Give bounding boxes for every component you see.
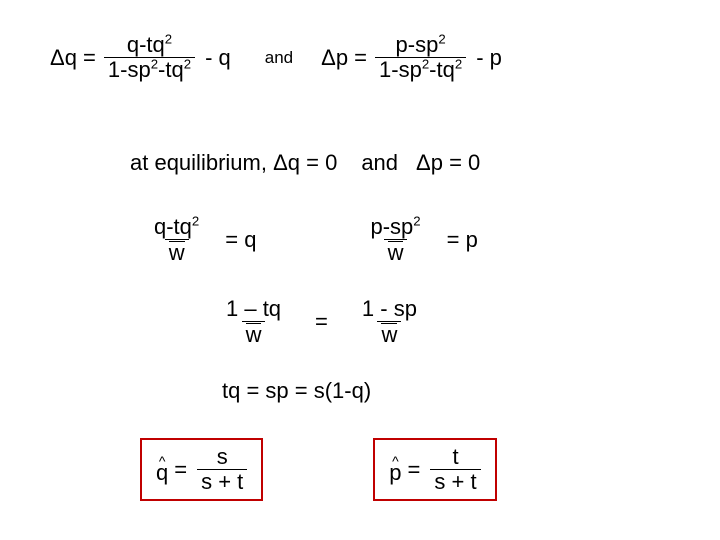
result-box-p: ^ p = t s + t [373,438,496,501]
fraction-dp: p-sp2 1-sp2-tq2 [375,34,466,81]
equilibrium-dp: Δp = 0 [416,150,480,176]
q-hat: ^ q [156,459,168,480]
equilibrium-dq: at equilibrium, Δq = 0 [130,150,337,176]
delta-q-equals: Δq = [50,45,96,71]
equation-line-5: tq = sp = s(1-q) [222,378,371,404]
result-box-q: ^ q = s s + t [140,438,263,501]
minus-p: - p [476,45,502,71]
w-bar-3: w [246,323,262,345]
equation-line-4: 1 – tq w = 1 - sp w [222,298,421,346]
p-hat: ^ p [389,459,401,480]
equals-q: = q [225,227,256,253]
equals-pbox: = [408,457,421,483]
and-1: and [265,48,293,68]
fraction-s-st: s s + t [197,446,247,493]
fraction-psp-w: p-sp2 w [366,216,424,264]
w-bar: w [169,241,185,263]
minus-q: - q [205,45,231,71]
and-2: and [361,150,398,176]
equals-p: = p [447,227,478,253]
equals-qbox: = [174,457,187,483]
fraction-1-sp-w: 1 - sp w [358,298,421,346]
w-bar-2: w [388,241,404,263]
equals-mid: = [315,309,328,335]
fraction-qtq-w: q-tq2 w [150,216,203,264]
fraction-t-st: t s + t [430,446,480,493]
delta-p-equals: Δp = [321,45,367,71]
equation-line-2: at equilibrium, Δq = 0 and Δp = 0 [130,150,480,176]
fraction-1-tq-w: 1 – tq w [222,298,285,346]
tq-sp-equation: tq = sp = s(1-q) [222,378,371,404]
equation-line-1: Δq = q-tq2 1-sp2-tq2 - q and Δp = p-sp2 … [50,34,502,81]
w-bar-4: w [381,323,397,345]
fraction-dq: q-tq2 1-sp2-tq2 [104,34,195,81]
equation-line-6: ^ q = s s + t ^ p = t s + t [140,438,497,501]
equation-line-3: q-tq2 w = q p-sp2 w = p [150,216,478,264]
